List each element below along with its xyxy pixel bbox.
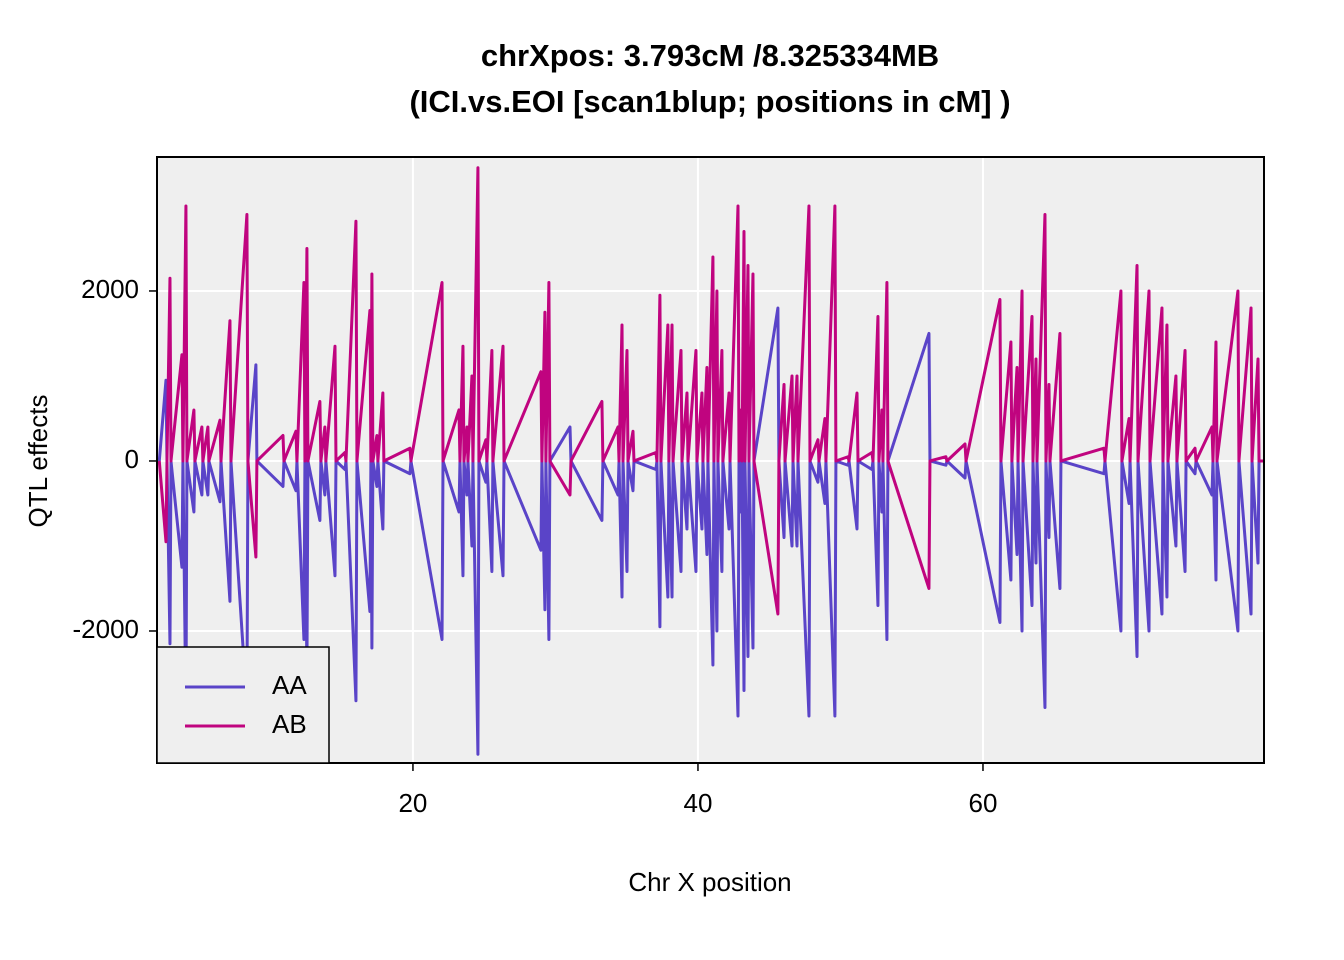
series-line xyxy=(157,306,1264,756)
x-tick-label: 20 xyxy=(398,788,427,818)
x-axis-label: Chr X position xyxy=(628,867,791,897)
lines xyxy=(157,166,1264,756)
legend-box xyxy=(156,646,330,764)
series-line xyxy=(157,166,1264,616)
y-tick-label: 2000 xyxy=(81,274,139,304)
y-axis-label: QTL effects xyxy=(23,395,53,528)
chart-title: chrXpos: 3.793cM /8.325334MB xyxy=(481,38,939,73)
plot-frame xyxy=(156,156,1265,764)
legend-label: AA xyxy=(272,670,307,700)
y-tick-label: 0 xyxy=(125,444,139,474)
legend: AA AB xyxy=(156,646,330,764)
x-tick-label: 40 xyxy=(683,788,712,818)
y-tick-label: -2000 xyxy=(73,614,140,644)
chart-subtitle: (ICI.vs.EOI [scan1blup; positions in cM]… xyxy=(409,84,1010,119)
x-tick-label: 60 xyxy=(969,788,998,818)
legend-label: AB xyxy=(272,709,307,739)
